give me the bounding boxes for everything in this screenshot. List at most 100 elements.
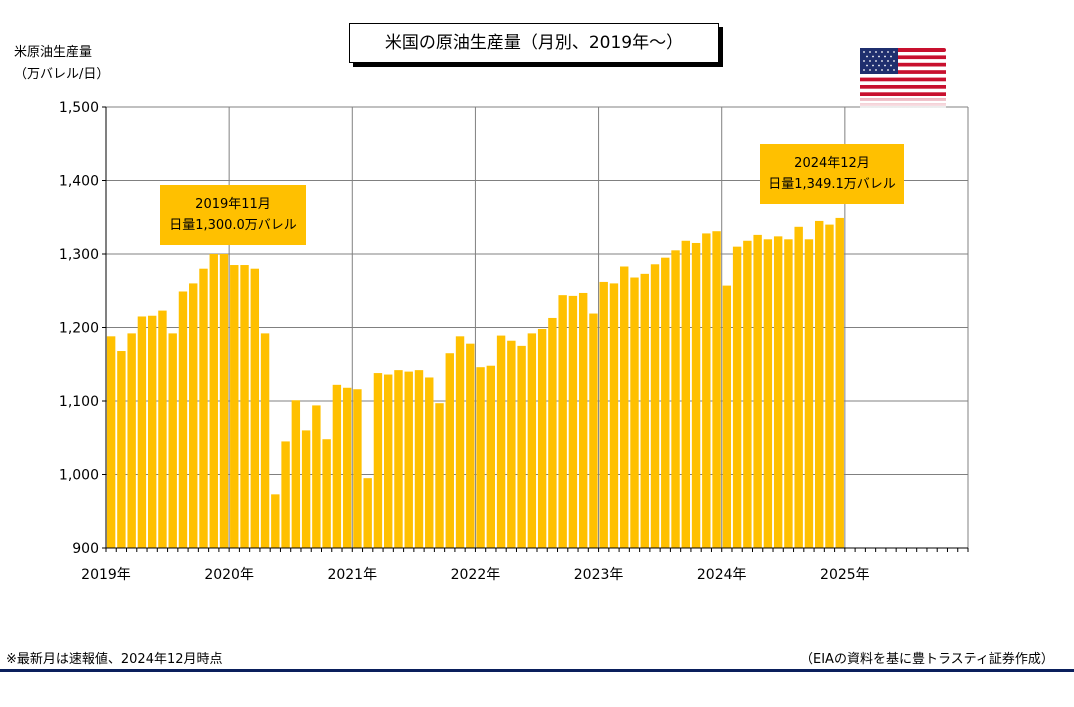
bar xyxy=(825,224,834,548)
callout-peak-2019-date: 2019年11月 xyxy=(195,197,271,212)
bar xyxy=(743,240,752,548)
bar xyxy=(117,351,126,548)
bar xyxy=(301,430,311,548)
bar xyxy=(466,343,475,548)
bar xyxy=(127,333,136,548)
bar xyxy=(496,335,506,548)
bar xyxy=(189,283,198,548)
bar xyxy=(640,273,649,548)
bar xyxy=(620,266,629,548)
y-tick-label: 900 xyxy=(72,541,99,557)
bar xyxy=(814,220,824,549)
bar xyxy=(702,233,711,549)
bottom-rule xyxy=(0,669,1074,672)
bar xyxy=(394,370,403,548)
bar xyxy=(137,316,147,548)
bar xyxy=(404,371,413,548)
x-tick-label: 2020年 xyxy=(204,567,254,583)
bar xyxy=(168,333,177,548)
bar xyxy=(455,336,465,548)
bar xyxy=(271,494,280,548)
callout-latest-2024: 2024年12月 日量1,349.1万バレル xyxy=(760,144,904,204)
bar xyxy=(178,291,188,548)
bar xyxy=(414,370,424,548)
x-tick-label: 2023年 xyxy=(574,567,624,583)
bar xyxy=(517,345,526,548)
bar xyxy=(650,264,660,548)
bar xyxy=(558,295,567,548)
bar xyxy=(507,340,516,548)
bar xyxy=(230,265,239,548)
bar xyxy=(599,281,608,548)
callout-peak-2019: 2019年11月 日量1,300.0万バレル xyxy=(160,185,306,245)
bar xyxy=(209,254,218,548)
bar xyxy=(732,246,742,548)
grid-lines xyxy=(105,106,969,549)
bar xyxy=(527,333,537,548)
bar-series xyxy=(106,217,844,549)
bar xyxy=(794,226,803,548)
x-tick-label: 2019年 xyxy=(81,567,131,583)
y-axis-label: 米原油生産量 （万バレル/日） xyxy=(14,42,109,86)
bar xyxy=(425,377,434,548)
chart-title: 米国の原油生産量（月別、2019年～） xyxy=(349,23,719,63)
bar xyxy=(661,257,670,548)
us-flag-icon xyxy=(860,48,946,110)
bar xyxy=(219,254,229,548)
bar xyxy=(363,478,372,548)
bar xyxy=(630,277,639,548)
y-tick-label: 1,400 xyxy=(59,174,99,190)
bar xyxy=(342,387,352,548)
bar xyxy=(681,240,691,548)
callout-latest-date: 2024年12月 xyxy=(794,156,870,171)
bar xyxy=(445,353,454,548)
axes xyxy=(102,106,969,552)
y-tick-label: 1,000 xyxy=(59,468,99,484)
bar xyxy=(578,292,588,548)
bar xyxy=(147,315,157,548)
bar xyxy=(486,365,496,548)
x-tick-label: 2025年 xyxy=(820,567,870,583)
y-tick-label: 1,500 xyxy=(59,100,99,116)
bar xyxy=(835,217,844,548)
bar xyxy=(383,374,393,548)
bar xyxy=(691,242,701,548)
callout-latest-value: 日量1,349.1万バレル xyxy=(768,177,896,192)
footnote-left: ※最新月は速報値、2024年12月時点 xyxy=(6,652,223,667)
x-tick-label: 2021年 xyxy=(327,567,377,583)
bar xyxy=(609,283,619,548)
callout-peak-2019-value: 日量1,300.0万バレル xyxy=(169,218,297,233)
x-tick-label: 2024年 xyxy=(697,567,747,583)
bar xyxy=(712,231,721,548)
bar xyxy=(158,310,167,548)
bar xyxy=(312,405,321,548)
bar xyxy=(537,328,547,548)
bar xyxy=(753,234,762,548)
bar xyxy=(291,400,301,548)
bar xyxy=(106,336,116,548)
bar xyxy=(332,384,342,548)
bar xyxy=(353,389,362,548)
bar xyxy=(763,239,773,549)
bar xyxy=(435,403,444,548)
bar xyxy=(199,268,208,548)
bar xyxy=(722,285,732,548)
x-tick-label: 2022年 xyxy=(451,567,501,583)
bar xyxy=(784,239,793,549)
bar xyxy=(804,239,814,549)
y-tick-label: 1,200 xyxy=(59,321,99,337)
bar xyxy=(260,333,270,548)
bar xyxy=(322,439,331,548)
bar xyxy=(589,313,598,548)
bar xyxy=(373,373,383,548)
y-tick-label: 1,300 xyxy=(59,247,99,263)
bar xyxy=(548,317,557,548)
bar xyxy=(568,295,578,548)
bar xyxy=(671,250,680,548)
bar xyxy=(250,268,260,548)
y-tick-label: 1,100 xyxy=(59,394,99,410)
bar xyxy=(476,367,485,548)
y-tick-labels: 900 1,000 1,100 1,200 1,300 1,400 1,500 xyxy=(59,100,99,557)
footnote-source: （EIAの資料を基に豊トラスティ証券作成） xyxy=(800,652,1054,667)
